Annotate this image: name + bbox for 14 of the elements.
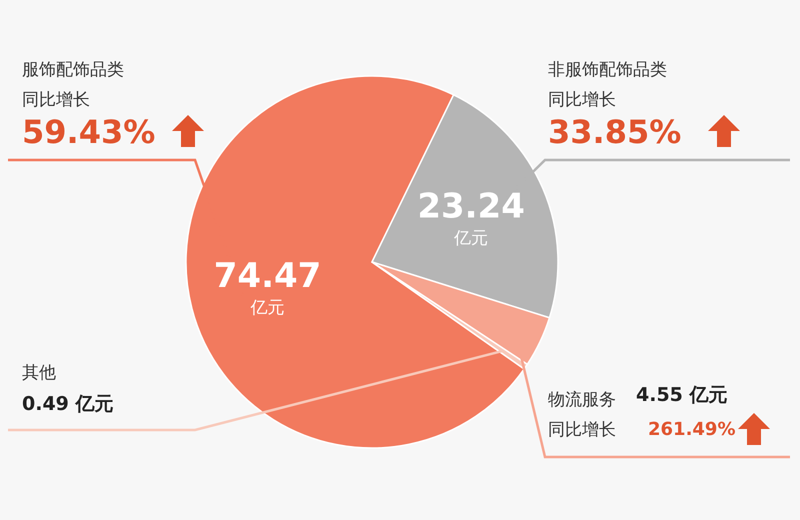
data-label: 23.24 亿元: [417, 186, 525, 248]
text: 同比增长: [548, 420, 616, 440]
slice-label: 物流服务: [548, 390, 616, 410]
text: 同比增长: [22, 90, 90, 110]
text: 59.43%: [22, 113, 156, 151]
data-label: 4.55 亿元: [636, 384, 728, 406]
slice-label: 其他: [22, 363, 56, 383]
slice-label: 服饰配饰品类: [22, 60, 124, 80]
text: 261.49%: [648, 419, 736, 440]
text: 同比增长: [548, 90, 616, 110]
slice-label: 非服饰配饰品类: [548, 60, 667, 80]
text: 33.85%: [548, 113, 682, 151]
data-label: 0.49 亿元: [22, 393, 114, 415]
data-label: 74.47 亿元: [214, 256, 322, 318]
